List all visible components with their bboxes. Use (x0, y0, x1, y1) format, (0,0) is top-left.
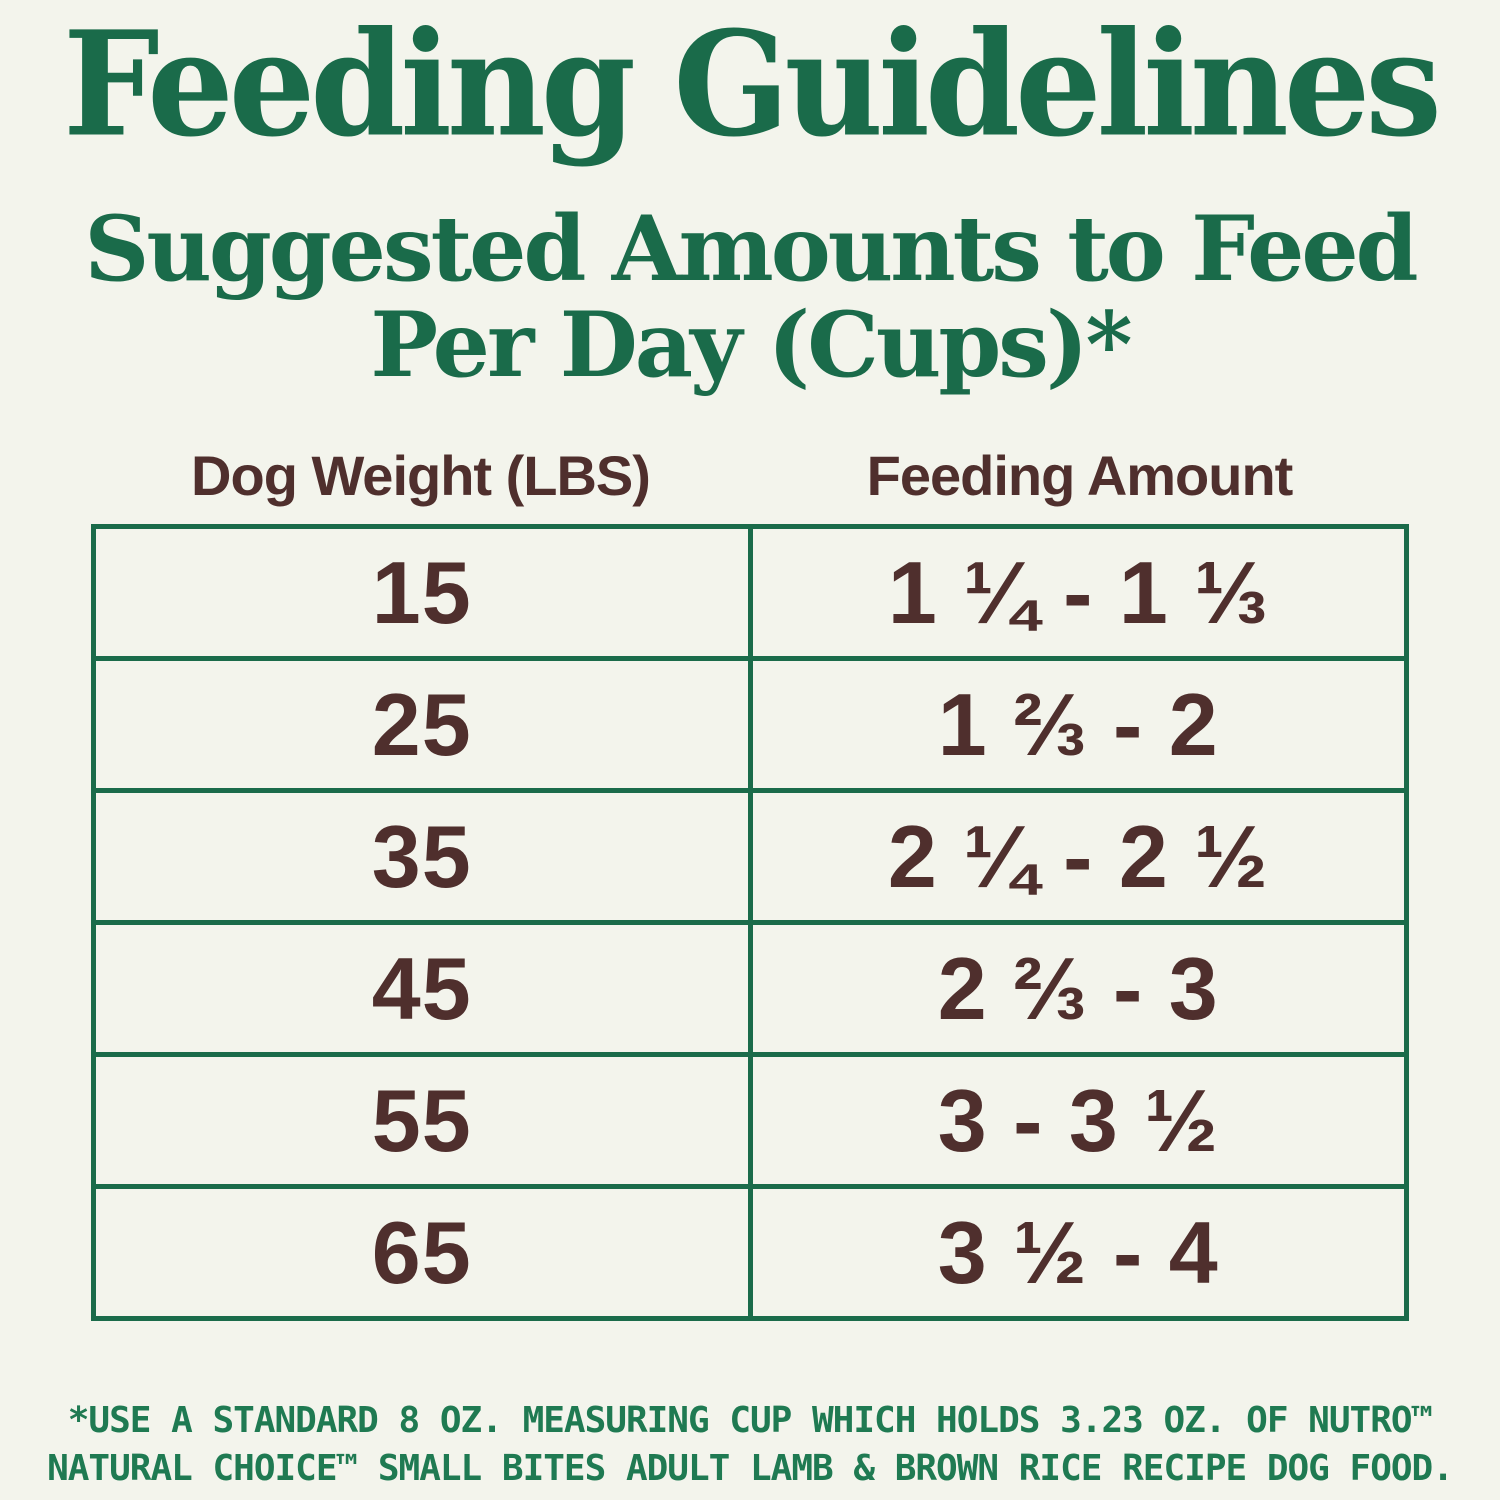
dog-weight-cell: 15 (96, 529, 753, 657)
footnote-line-1: *USE A STANDARD 8 OZ. MEASURING CUP WHIC… (67, 1400, 1433, 1442)
feeding-amount-cell: 1 ¼ - 1 ⅓ (887, 542, 1269, 642)
subtitle-line-2: Per Day (Cups)* (370, 291, 1132, 398)
feeding-table: 15 1 ¼ - 1 ⅓ 25 1 ⅔ - 2 35 2 ¼ - 2 ½ 45 2 ⅔ - 3… (91, 524, 1409, 1322)
table-row: 35 2 ¼ - 2 ½ (96, 793, 1404, 926)
table-row: 15 1 ¼ - 1 ⅓ (96, 529, 1404, 662)
table-row: 25 1 ⅔ - 2 (96, 661, 1404, 794)
feeding-amount-cell: 3 - 3 ½ (937, 1070, 1219, 1170)
table-row: 55 3 - 3 ½ (96, 1057, 1404, 1190)
table-row: 45 2 ⅔ - 3 (96, 925, 1404, 1058)
column-header-dog-weight: Dog Weight (LBS) (191, 444, 651, 508)
feeding-amount-cell: 2 ¼ - 2 ½ (887, 806, 1269, 906)
table-row: 65 3 ½ - 4 (96, 1189, 1404, 1317)
dog-weight-cell: 35 (96, 793, 753, 921)
feeding-amount-cell: 3 ½ - 4 (937, 1202, 1219, 1302)
dog-weight-cell: 45 (96, 925, 753, 1053)
footnote-line-2: NATURAL CHOICE™ SMALL BITES ADULT LAMB &… (47, 1447, 1454, 1489)
dog-weight-cell: 65 (96, 1189, 753, 1317)
subtitle-line-1: Suggested Amounts to Feed (84, 196, 1418, 303)
table-column-headers: Dog Weight (LBS) Feeding Amount (91, 443, 1409, 508)
feeding-amount-cell: 1 ⅔ - 2 (937, 674, 1219, 774)
dog-weight-cell: 25 (96, 661, 753, 789)
page-subtitle: Suggested Amounts to Feed Per Day (Cups)… (0, 196, 1500, 398)
column-header-feeding-amount: Feeding Amount (866, 444, 1294, 508)
footnote: *USE A STANDARD 8 OZ. MEASURING CUP WHIC… (0, 1397, 1500, 1492)
page-title: Feeding Guidelines (63, 0, 1442, 170)
dog-weight-cell: 55 (96, 1057, 753, 1185)
feeding-amount-cell: 2 ⅔ - 3 (937, 938, 1219, 1038)
